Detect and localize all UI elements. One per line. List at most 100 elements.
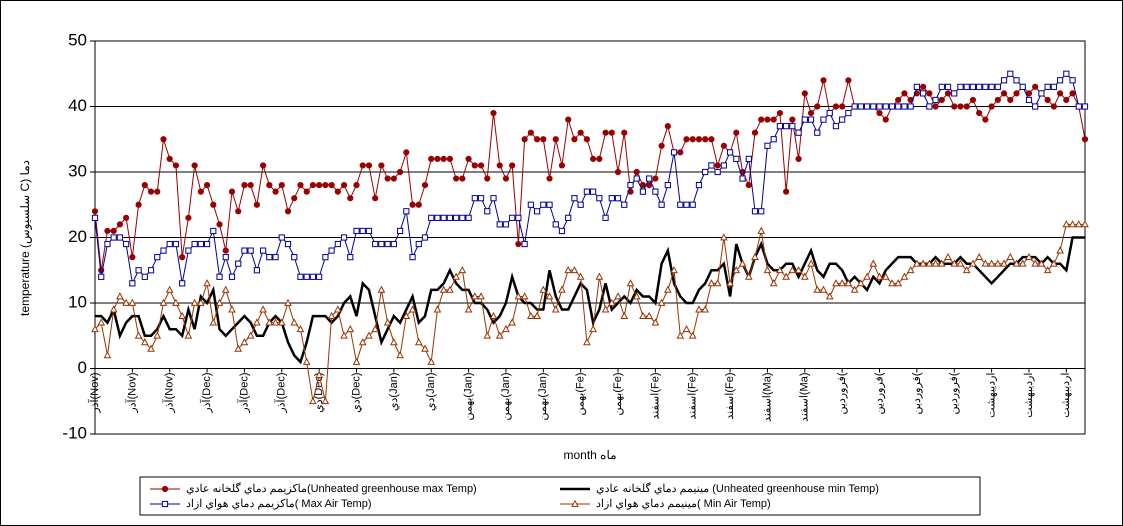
data-point [222, 247, 229, 254]
data-point [228, 273, 236, 280]
data-point [378, 240, 385, 248]
data-point [894, 279, 903, 287]
data-point [577, 201, 584, 208]
data-point [247, 182, 254, 189]
data-point [707, 279, 716, 287]
data-point [259, 305, 267, 313]
data-point [483, 331, 492, 339]
data-point [1081, 103, 1089, 110]
data-point [614, 168, 622, 176]
data-point [646, 175, 653, 182]
data-point [97, 318, 106, 326]
data-point [820, 116, 827, 123]
data-point [900, 272, 909, 280]
data-point [278, 234, 285, 241]
data-point [333, 305, 342, 313]
data-point [751, 252, 759, 261]
data-point [976, 109, 983, 117]
data-point [963, 103, 970, 110]
data-point [571, 195, 578, 202]
data-point [1081, 220, 1089, 228]
data-point [147, 188, 155, 195]
data-point [1019, 83, 1026, 90]
data-point [135, 267, 142, 274]
data-point [502, 324, 510, 333]
data-point [166, 155, 173, 162]
data-point [297, 273, 304, 280]
data-point [577, 129, 584, 136]
data-point [714, 162, 721, 169]
data-point [920, 83, 927, 90]
data-point [471, 162, 478, 169]
data-point [832, 103, 840, 110]
data-point [962, 265, 971, 274]
data-point [702, 168, 709, 176]
data-point [539, 285, 548, 293]
data-point [738, 259, 747, 267]
x-tick-label: آذر(Nov) [88, 373, 101, 414]
data-point [477, 195, 485, 202]
data-point [1056, 246, 1064, 254]
data-point [981, 259, 990, 267]
data-point [433, 305, 442, 313]
data-point [495, 331, 504, 339]
data-point [683, 201, 690, 208]
data-point [888, 279, 896, 287]
data-point [595, 272, 604, 280]
data-point [714, 168, 721, 176]
data-point [353, 182, 360, 189]
data-point [116, 292, 124, 300]
data-point [639, 188, 647, 195]
data-point [520, 292, 529, 300]
data-point [776, 109, 784, 117]
data-point [565, 214, 572, 221]
data-point [844, 279, 853, 287]
x-tick-label: اسفند(Fe) [649, 373, 661, 420]
data-point [458, 265, 467, 274]
data-point [390, 338, 398, 346]
data-point [235, 208, 242, 215]
data-point [284, 240, 292, 248]
data-point [390, 175, 397, 182]
data-point [596, 195, 603, 202]
data-point [733, 155, 740, 163]
data-point [390, 240, 397, 248]
data-point [260, 162, 267, 169]
data-point [197, 188, 204, 195]
data-point [925, 259, 934, 267]
data-point [583, 338, 591, 346]
data-point [1032, 103, 1039, 110]
data-point [720, 142, 727, 149]
x-axis-title: month ماه [563, 448, 616, 462]
data-point [241, 247, 248, 254]
data-point [571, 136, 578, 143]
data-point [576, 272, 585, 280]
data-point [932, 96, 939, 104]
data-point [608, 129, 615, 136]
data-point [682, 324, 691, 333]
data-point [1050, 103, 1057, 110]
data-point [570, 265, 579, 274]
data-point [521, 240, 528, 248]
data-point [745, 155, 752, 163]
data-point [527, 201, 534, 208]
data-point [969, 83, 977, 90]
data-point [744, 272, 753, 280]
data-point [190, 298, 199, 306]
data-point [428, 214, 435, 221]
data-point [863, 103, 871, 110]
x-tick-label: آذر(Nov) [125, 373, 138, 414]
data-point [321, 396, 330, 405]
data-point [129, 254, 136, 261]
data-point [1012, 259, 1021, 267]
data-point [439, 285, 448, 293]
data-point [378, 162, 385, 169]
data-point [1025, 252, 1033, 261]
data-point [496, 221, 503, 228]
data-point [116, 221, 124, 228]
data-point [471, 195, 478, 202]
data-point [907, 103, 914, 110]
data-point [135, 201, 142, 208]
data-point [91, 214, 99, 221]
